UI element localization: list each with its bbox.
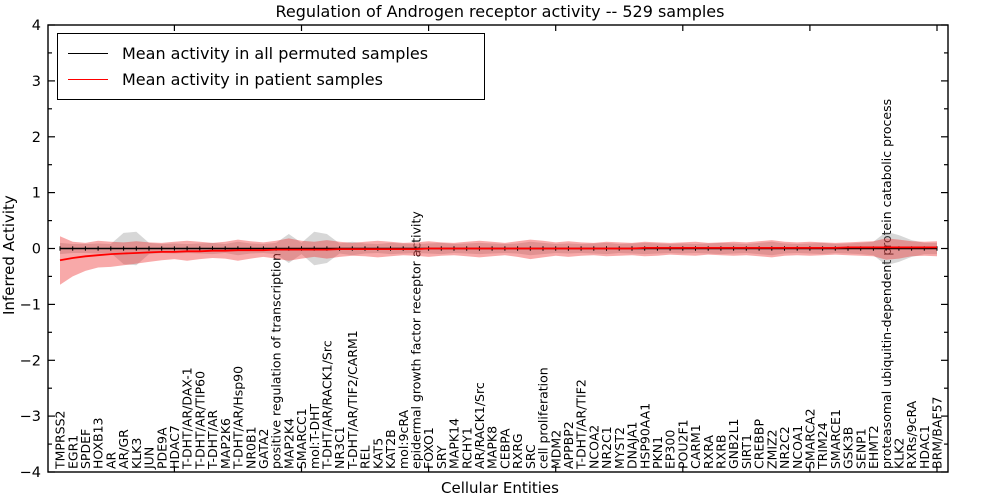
x-tick-label: DNAJA1 [625,422,640,470]
y-tick-label: −1 [20,297,41,313]
x-tick-label: MAPK14 [447,418,462,469]
legend: Mean activity in all permuted samples Me… [57,33,485,100]
legend-line-sample-permuted [68,52,108,54]
y-tick-label: −2 [20,353,41,369]
y-tick-label: 0 [32,242,41,258]
x-tick-label: GSK3B [841,427,856,469]
x-tick-label: MDM2 [548,430,563,469]
x-tick-label: TRIM24 [815,422,830,470]
x-tick-label: T-DHT/AR/DAX-1 [180,367,195,470]
x-tick-label: GATA2 [256,429,271,469]
x-tick-label: T-DHT/AR/TIF2 [574,379,589,470]
x-tick-label: ZMIZ2 [764,429,779,469]
x-tick-label: CEBPA [498,428,513,469]
x-tick-label: PKN1 [650,436,665,469]
x-tick-label: REL [358,445,373,469]
x-tick-label: T-DHT/AR/TIF2/CARM1 [345,330,360,470]
x-tick-label: SPDEF [78,429,93,469]
y-axis-label: Inferred Activity [0,195,18,315]
x-tick-label: RXRG [510,433,525,469]
x-tick-label: T-DHT/AR/TIP60 [192,371,207,470]
x-tick-label: CARM1 [688,424,703,469]
x-tick-label: NR0B1 [243,426,258,469]
x-tick-label: NR2C2 [777,426,792,469]
x-tick-label: SMARCE1 [828,409,843,469]
x-tick-label: AR/GR [116,429,131,469]
x-tick-label: T-DHT/AR/Hsp90 [231,366,246,470]
x-tick-label: KAT5 [370,438,385,469]
x-tick-label: AR/RACK1/Src [472,382,487,469]
x-tick-label: positive regulation of transcription [269,253,284,469]
x-tick-label: SRY [434,445,449,469]
x-tick-label: SRC [523,444,538,469]
x-tick-label: RXRB [714,434,729,469]
chart-title: Regulation of Androgen receptor activity… [275,2,725,21]
legend-entry-patient: Mean activity in patient samples [68,66,474,92]
x-tick-label: TMPRSS2 [53,411,68,470]
x-tick-label: epidermal growth factor receptor activit… [409,211,424,469]
y-tick-label: −4 [20,465,41,481]
x-tick-label: MAPK8 [485,426,500,469]
x-tick-label: SMARCC1 [294,408,309,469]
x-tick-label: RXRs/9cRA [904,400,919,469]
x-tick-label: mol:9cRA [396,409,411,469]
x-tick-label: APPBP2 [561,421,576,469]
x-tick-label: AR [103,451,118,469]
x-tick-label: POU2F1 [675,419,690,469]
x-tick-label: CREBBP [752,419,767,469]
legend-entry-permuted: Mean activity in all permuted samples [68,40,474,66]
x-tick-label: T-DHT/AR [205,410,220,470]
x-tick-label: HOXB13 [91,418,106,469]
x-tick-label: KAT2B [383,429,398,469]
x-tick-label: EP300 [663,430,678,469]
series-line-1 [59,246,937,262]
x-tick-label: SIRT1 [739,434,754,469]
x-tick-label: MAP2K6 [218,418,233,469]
x-tick-label: FOXO1 [421,427,436,469]
y-tick-label: 4 [32,18,41,34]
x-tick-label: JUN [142,447,157,470]
x-tick-label: mol:T-DHT [307,403,322,469]
x-tick-label: RXRA [701,435,716,469]
x-tick-label: HDAC1 [917,425,932,469]
x-tick-label: SMARCA2 [803,408,818,469]
x-tick-label: EHMT2 [866,425,881,469]
x-tick-label: PDE9A [154,427,169,469]
x-tick-label: T-DHT/AR/RACK1/Src [320,340,335,470]
y-tick-label: −3 [20,409,41,425]
x-tick-label: SENP1 [853,428,868,469]
y-tick-label: 3 [32,74,41,90]
x-tick-label: MYST2 [612,427,627,469]
x-tick-label: proteasomal ubiquitin-dependent protein … [879,99,894,469]
x-tick-label: NCOA2 [586,425,601,469]
x-tick-label: KLK2 [892,438,907,469]
x-tick-label: cell proliferation [536,367,551,469]
x-tick-label: HDAC7 [167,425,182,469]
x-tick-label: HSP90AA1 [637,403,652,469]
x-tick-label: BRM/BAF57 [930,397,945,469]
x-tick-label: MAP2K4 [281,418,296,469]
x-tick-label: NCOA1 [790,425,805,469]
legend-label-permuted: Mean activity in all permuted samples [122,43,429,63]
legend-label-patient: Mean activity in patient samples [122,69,383,89]
x-tick-label: EGR1 [65,435,80,469]
x-tick-label: KLK3 [129,438,144,469]
legend-line-sample-patient [68,78,108,80]
patient-range-band [60,236,937,285]
x-tick-label: NR2C1 [599,426,614,469]
y-tick-label: 2 [32,130,41,146]
x-axis-label: Cellular Entities [441,479,559,497]
x-tick-label: RCHY1 [459,427,474,469]
x-tick-label: NR3C1 [332,426,347,469]
y-tick-label: 1 [32,186,41,202]
x-tick-label: GNB2L1 [726,419,741,469]
